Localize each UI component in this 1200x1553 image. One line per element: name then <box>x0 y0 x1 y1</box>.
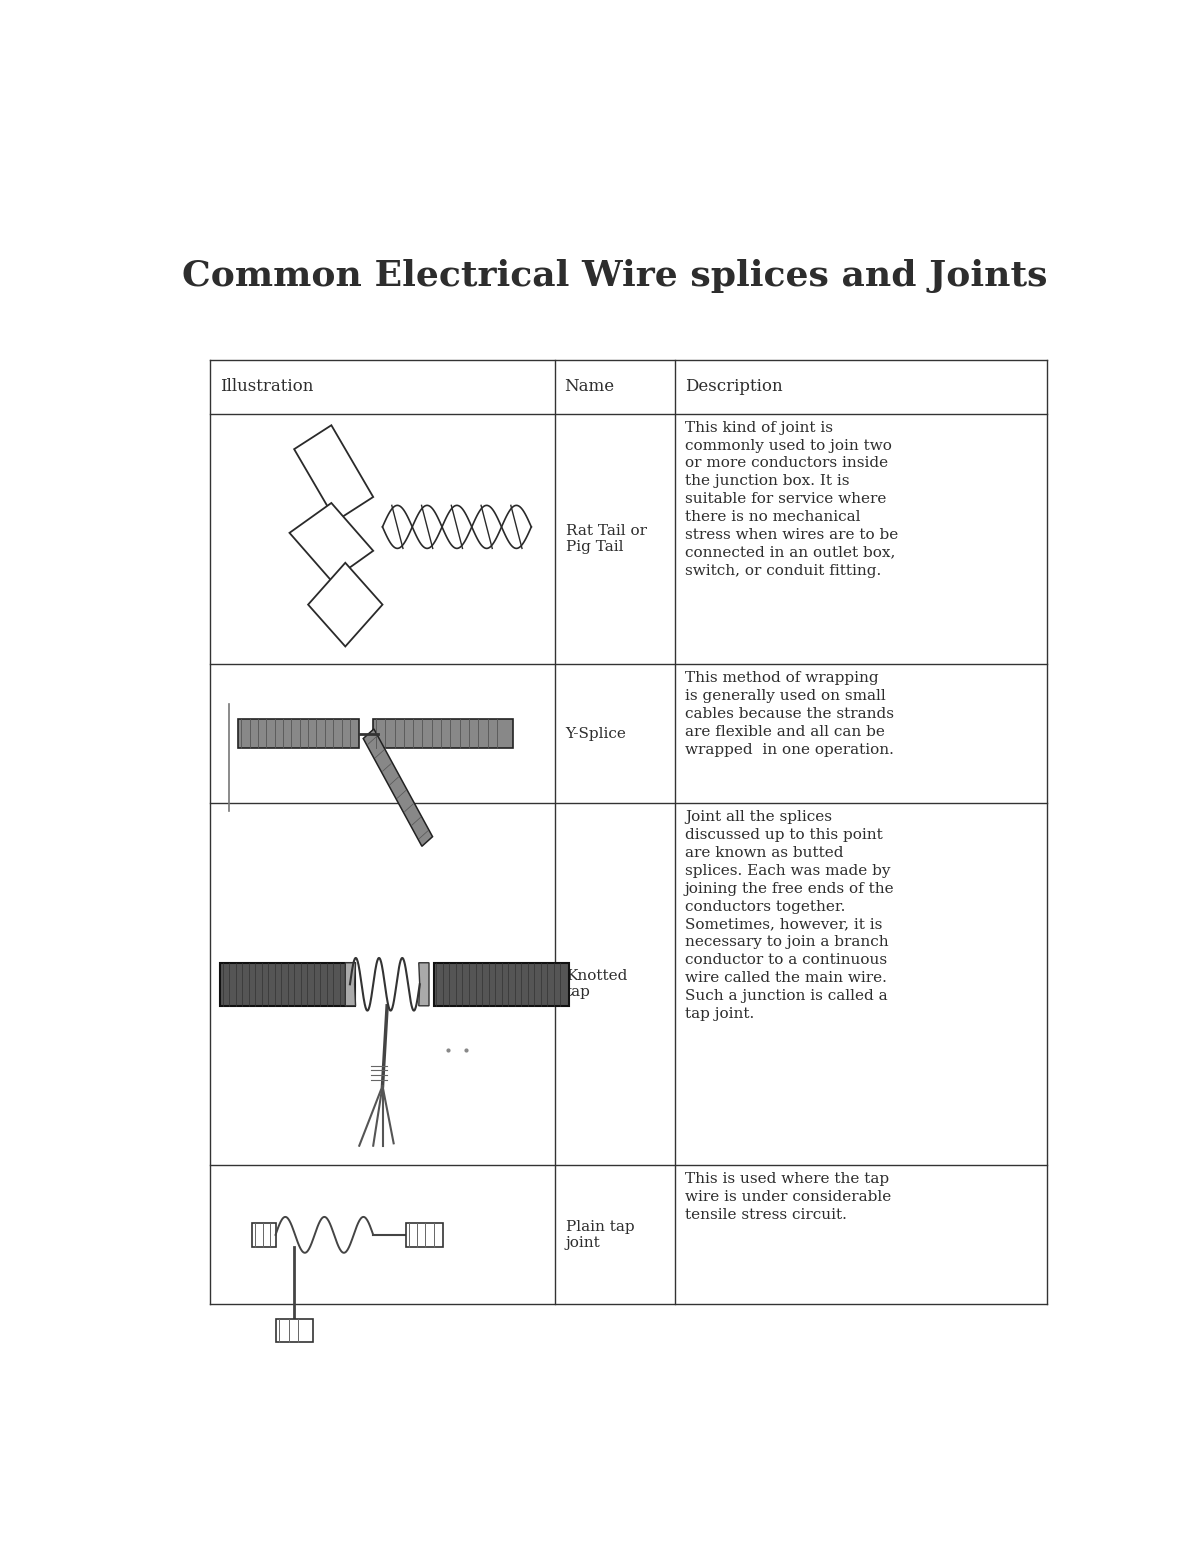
Text: Illustration: Illustration <box>220 379 313 394</box>
Text: Y-Splice: Y-Splice <box>565 727 626 741</box>
Text: This kind of joint is
commonly used to join two
or more conductors inside
the ju: This kind of joint is commonly used to j… <box>685 421 898 578</box>
Polygon shape <box>308 562 383 646</box>
Bar <box>433 963 569 1006</box>
Bar <box>252 1222 276 1247</box>
Polygon shape <box>294 426 373 520</box>
Polygon shape <box>419 963 430 1006</box>
Text: This method of wrapping
is generally used on small
cables because the strands
ar: This method of wrapping is generally use… <box>685 671 894 756</box>
Text: Rat Tail or
Pig Tail: Rat Tail or Pig Tail <box>565 523 647 554</box>
Bar <box>373 719 512 749</box>
Text: Common Electrical Wire splices and Joints: Common Electrical Wire splices and Joint… <box>182 259 1048 294</box>
Bar <box>239 719 359 749</box>
Polygon shape <box>364 728 432 846</box>
Text: This is used where the tap
wire is under considerable
tensile stress circuit.: This is used where the tap wire is under… <box>685 1173 890 1222</box>
Text: Joint all the splices
discussed up to this point
are known as butted
splices. Ea: Joint all the splices discussed up to th… <box>685 811 894 1020</box>
Bar <box>406 1222 443 1247</box>
Text: Knotted
tap: Knotted tap <box>565 969 628 1000</box>
Polygon shape <box>346 963 355 1006</box>
Polygon shape <box>289 503 373 581</box>
Text: Description: Description <box>685 379 782 394</box>
Text: Name: Name <box>564 379 614 394</box>
Bar <box>276 1318 313 1342</box>
Bar <box>220 963 355 1006</box>
Text: Plain tap
joint: Plain tap joint <box>565 1219 635 1250</box>
